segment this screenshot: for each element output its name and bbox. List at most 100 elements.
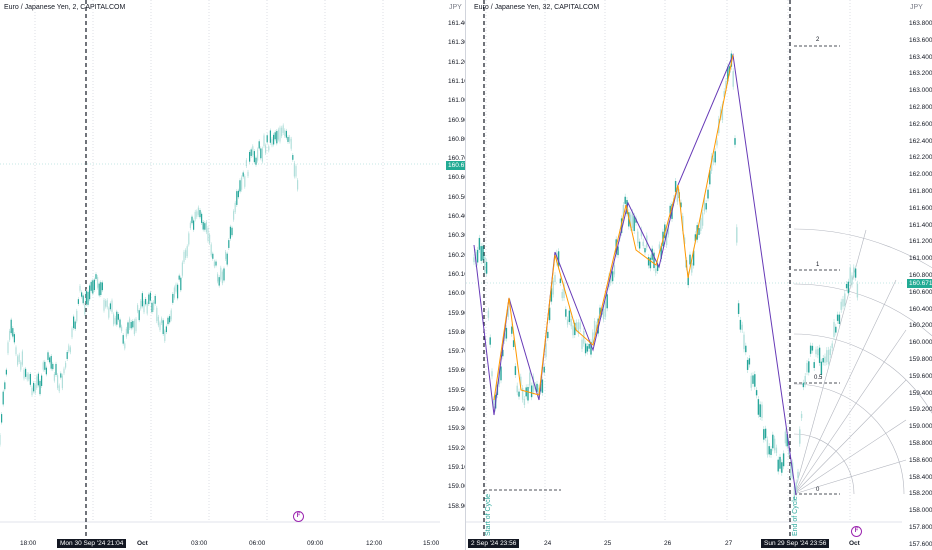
candle-body xyxy=(511,326,513,334)
candle-body xyxy=(95,274,97,279)
left-price-label: 160.400 xyxy=(448,213,466,220)
right-price-label: 162.400 xyxy=(909,137,932,145)
candle-body xyxy=(82,295,84,304)
purple-zigzag-line xyxy=(473,53,797,496)
candle-body xyxy=(781,462,783,473)
candle-body xyxy=(1,414,3,423)
candle-body xyxy=(239,180,241,192)
right-price-label: 157.600 xyxy=(909,540,932,548)
candle-body xyxy=(106,300,108,308)
candle-body xyxy=(226,253,228,265)
left-chart-pane[interactable]: Euro / Japanese Yen, 2, CAPITALCOM JPY 1… xyxy=(0,0,466,550)
right-price-label: 163.800 xyxy=(909,20,932,27)
candle-body xyxy=(581,339,583,349)
candle-body xyxy=(844,293,846,307)
orange-zigzag-line xyxy=(493,54,734,401)
candle-body xyxy=(0,435,1,445)
left-price-label: 159.900 xyxy=(448,309,466,317)
left-price-label: 161.300 xyxy=(448,39,466,47)
right-price-label: 162.800 xyxy=(909,104,932,111)
candle-body xyxy=(151,302,153,313)
candle-body xyxy=(676,188,679,202)
candle-body xyxy=(26,374,28,380)
candle-body xyxy=(289,136,291,142)
right-chart-canvas[interactable] xyxy=(466,0,932,550)
candle-body xyxy=(281,127,283,137)
candle-body xyxy=(97,277,99,288)
flag-icon[interactable]: F xyxy=(851,526,862,537)
candle-body xyxy=(849,267,851,284)
left-price-label: 159.300 xyxy=(448,425,466,433)
candle-body xyxy=(57,375,59,388)
candle-body xyxy=(81,292,83,297)
candle-body xyxy=(637,231,639,244)
candle-body xyxy=(169,316,171,323)
candle-body xyxy=(285,130,287,138)
right-price-label: 160.400 xyxy=(909,305,932,313)
candle-body xyxy=(842,299,844,307)
candle-body xyxy=(577,322,580,334)
fib-label-05: 0.5 xyxy=(814,375,823,381)
candle-body xyxy=(599,307,601,317)
right-price-label: 161.400 xyxy=(909,221,932,229)
pane-divider[interactable] xyxy=(465,0,466,550)
candle-body xyxy=(12,328,14,337)
flag-icon[interactable]: F xyxy=(293,511,304,522)
candle-body xyxy=(161,318,163,323)
candle-body xyxy=(701,212,704,226)
candle-body xyxy=(516,385,518,393)
candle-body xyxy=(229,226,231,239)
fib-fan-line xyxy=(793,459,907,495)
candle-body xyxy=(833,322,835,337)
candle-body xyxy=(732,71,734,87)
candle-body xyxy=(651,248,653,260)
candle-body xyxy=(5,369,7,375)
candle-body xyxy=(181,262,183,276)
left-last-price-tag: 160.671 xyxy=(446,161,466,170)
candle-body xyxy=(638,241,641,249)
left-chart-canvas[interactable] xyxy=(0,0,466,550)
candle-body xyxy=(514,366,517,375)
candle-body xyxy=(512,340,515,347)
candle-body xyxy=(268,146,270,151)
candle-body xyxy=(109,303,111,310)
candle-body xyxy=(188,233,190,245)
candle-body xyxy=(191,216,193,224)
candle-body xyxy=(777,459,779,472)
candle-body xyxy=(119,319,121,328)
candle-body xyxy=(485,262,488,274)
candle-body xyxy=(782,453,785,467)
candle-body xyxy=(90,281,92,291)
candle-body xyxy=(175,284,177,292)
candle-body xyxy=(31,387,33,395)
candle-body xyxy=(122,335,124,344)
candle-body xyxy=(687,274,689,286)
candle-body xyxy=(213,261,215,267)
candle-body xyxy=(165,326,167,333)
candle-body xyxy=(743,334,745,350)
candle-body xyxy=(44,361,46,370)
candle-body xyxy=(727,67,729,82)
candle-body xyxy=(565,309,567,317)
candle-body xyxy=(543,366,545,373)
candle-body xyxy=(77,299,79,304)
right-price-label: 159.800 xyxy=(909,356,932,363)
candle-body xyxy=(779,456,781,469)
candle-body xyxy=(18,354,20,363)
candle-body xyxy=(45,367,47,375)
candle-body xyxy=(487,310,490,318)
right-time-label: 26 xyxy=(664,540,672,547)
candle-body xyxy=(156,307,158,322)
candle-body xyxy=(253,151,255,163)
candle-body xyxy=(7,342,9,354)
candle-body xyxy=(170,310,172,320)
right-price-label: 159.600 xyxy=(909,372,932,380)
right-chart-pane[interactable]: Euro / Japanese Yen, 32, CAPITALCOM JPY … xyxy=(466,0,932,550)
candle-body xyxy=(680,202,682,208)
candle-body xyxy=(552,280,554,295)
candle-body xyxy=(721,104,724,120)
left-price-label: 160.200 xyxy=(448,251,466,259)
candle-body xyxy=(127,322,129,334)
candle-body xyxy=(484,256,486,273)
candle-body xyxy=(295,166,297,177)
